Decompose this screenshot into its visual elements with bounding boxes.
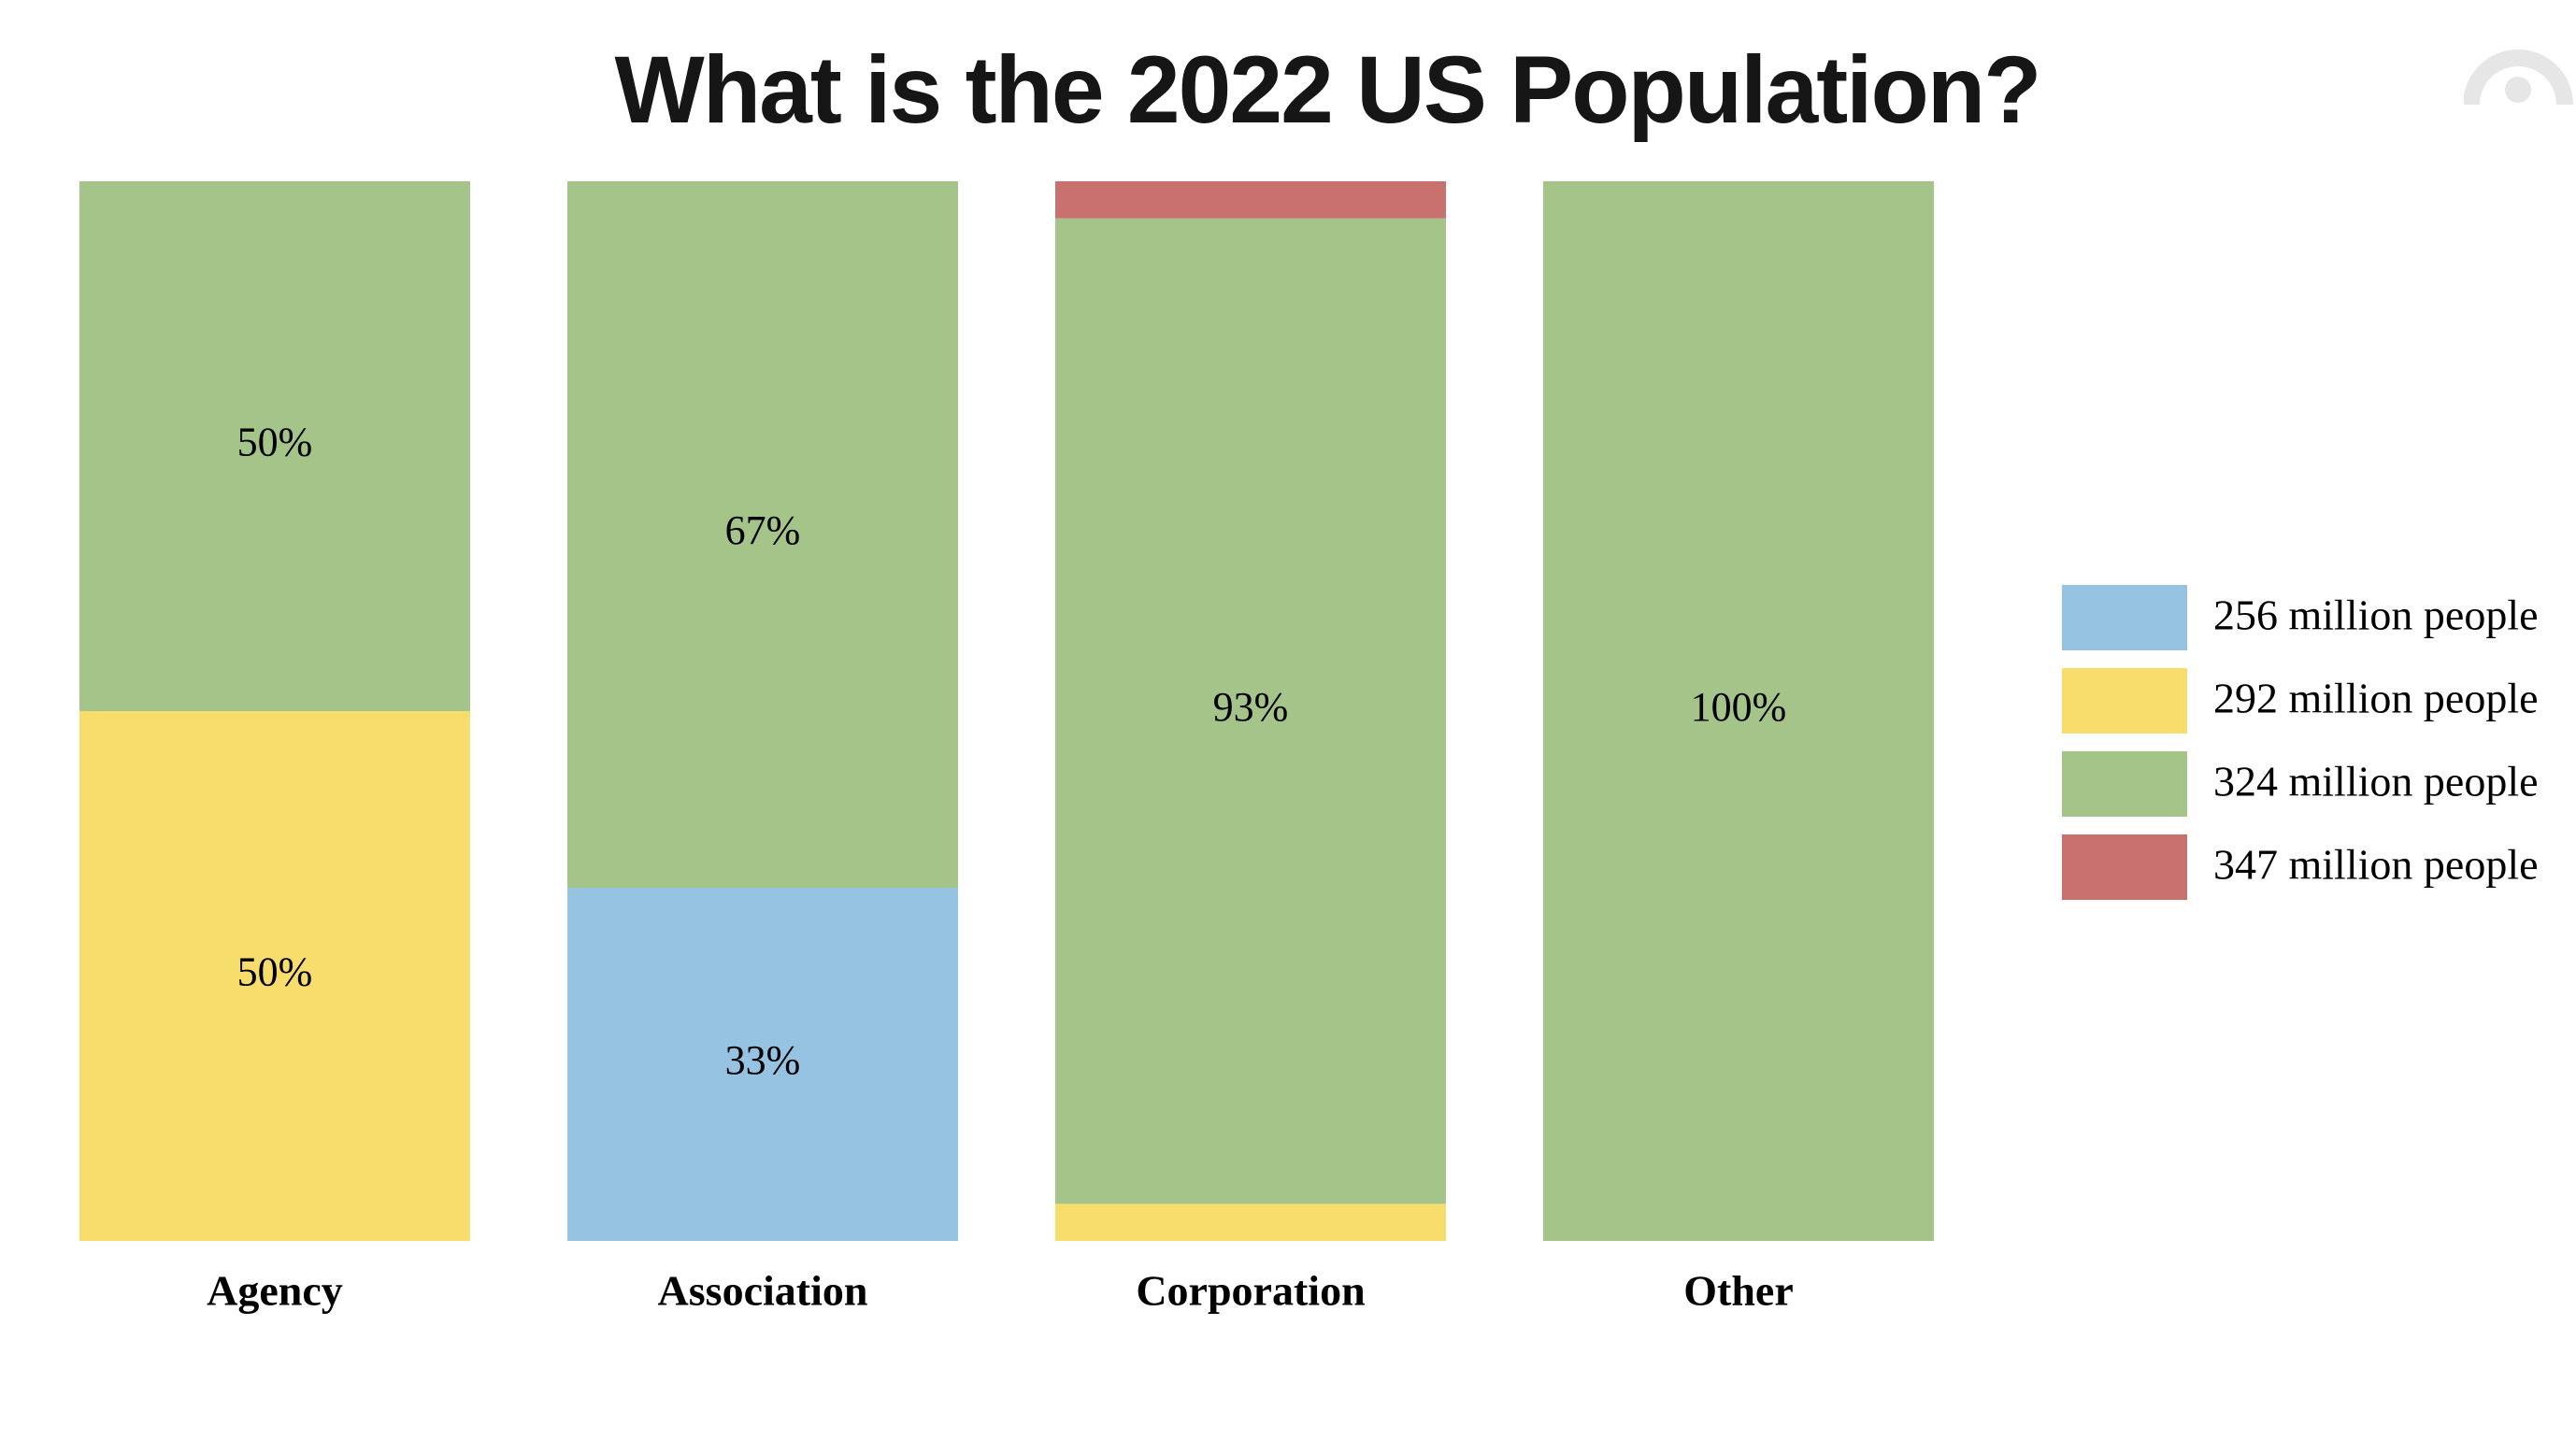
bar-segment-agency-324-million-people (79, 181, 470, 711)
legend-label-347-million-people: 347 million people (2213, 841, 2539, 889)
data-labels-layer: 50% 50% 33% 67% 93% 100% (237, 420, 1787, 1084)
data-label-agency-324-million-people: 50% (237, 420, 313, 465)
data-label-association-256-million-people: 33% (725, 1037, 801, 1083)
category-label-corporation: Corporation (1136, 1267, 1365, 1315)
brand-logo-icon (2464, 37, 2576, 121)
legend-label-256-million-people: 256 million people (2213, 592, 2539, 639)
data-label-corporation-324-million-people: 93% (1213, 684, 1289, 730)
legend-label-324-million-people: 324 million people (2213, 758, 2539, 805)
bars-layer (79, 181, 1934, 1241)
legend-swatch-324-million-people (2062, 751, 2187, 817)
data-label-association-324-million-people: 67% (725, 507, 801, 553)
category-label-other: Other (1683, 1267, 1794, 1315)
category-label-agency: Agency (207, 1267, 343, 1315)
chart-title: What is the 2022 US Population? (614, 36, 2042, 143)
legend: 256 million people 292 million people 324 … (2062, 585, 2539, 900)
legend-swatch-347-million-people (2062, 834, 2187, 900)
bar-segment-corporation-292-million-people (1055, 1204, 1446, 1241)
bar-segment-corporation-324-million-people (1055, 218, 1446, 1205)
category-label-association: Association (658, 1267, 868, 1315)
bar-segment-other-324-million-people (1543, 181, 1934, 1241)
legend-label-292-million-people: 292 million people (2213, 675, 2539, 722)
bar-segment-corporation-347-million-people (1055, 181, 1446, 219)
data-label-other-324-million-people: 100% (1691, 684, 1787, 730)
data-label-agency-292-million-people: 50% (237, 949, 313, 995)
legend-swatch-256-million-people (2062, 585, 2187, 650)
bar-segment-association-324-million-people (567, 181, 958, 889)
legend-swatch-292-million-people (2062, 668, 2187, 734)
bar-segment-association-256-million-people (567, 888, 958, 1241)
category-labels-layer: Agency Association Corporation Other (207, 1267, 1794, 1315)
bar-segment-agency-292-million-people (79, 711, 470, 1241)
